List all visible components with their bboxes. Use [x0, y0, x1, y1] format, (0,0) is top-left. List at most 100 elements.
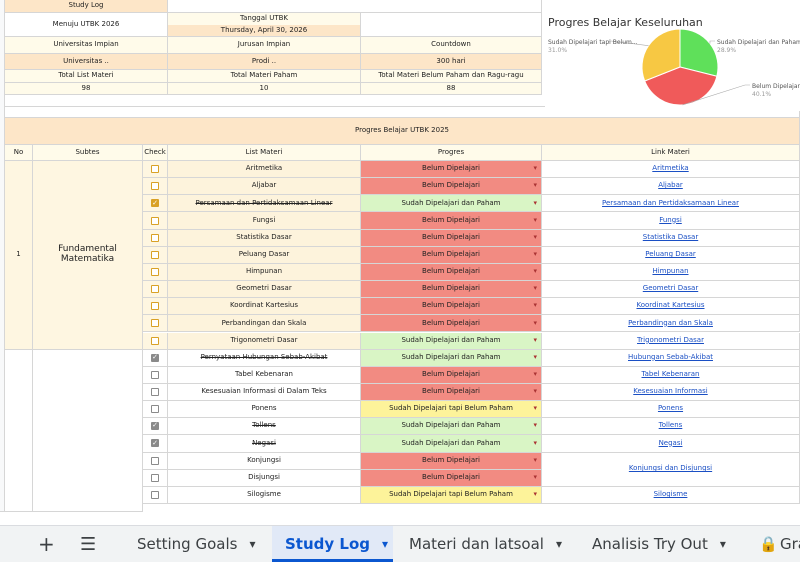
materi: Fungsi: [168, 212, 361, 230]
leader-line: [682, 84, 750, 106]
link-text[interactable]: Statistika Dasar: [642, 232, 699, 241]
link-text[interactable]: Hubungan Sebab-Akibat: [628, 352, 713, 361]
dropdown-arrow[interactable]: ▾: [533, 198, 537, 207]
sheet-tab[interactable]: Analisis Try Out ▾: [592, 535, 726, 553]
link-text[interactable]: Persamaan dan Pertidaksamaan Linear: [602, 198, 739, 207]
tab-menu-arrow[interactable]: ▾: [719, 537, 726, 551]
sheet-tab[interactable]: Study Log ▾: [285, 535, 389, 553]
link-text[interactable]: Aritmetika: [652, 164, 689, 173]
date-label: Tanggal UTBK: [168, 13, 361, 25]
checkbox[interactable]: [151, 473, 159, 482]
dropdown-arrow[interactable]: ▾: [533, 455, 537, 464]
checkbox[interactable]: [151, 165, 159, 174]
link: Tollens: [542, 418, 800, 436]
dropdown-arrow[interactable]: ▾: [533, 232, 537, 241]
link-text[interactable]: Peluang Dasar: [645, 249, 696, 258]
progres-text: Belum Dipelajari: [422, 455, 480, 464]
progres-text: Sudah Dipelajari dan Paham: [401, 421, 501, 430]
link-text[interactable]: Tabel Kebenaran: [641, 370, 700, 379]
materi: Persamaan dan Pertidaksamaan Linear: [168, 195, 361, 213]
check-cell: [143, 263, 168, 282]
checkbox[interactable]: [151, 216, 159, 225]
materi: Ponens: [168, 401, 361, 419]
link: Fungsi: [542, 212, 800, 230]
dropdown-arrow[interactable]: ▾: [533, 215, 537, 224]
tab-menu-arrow[interactable]: ▾: [249, 537, 256, 551]
progres: Belum Dipelajari ▾: [361, 469, 542, 487]
total-value: 88: [361, 83, 542, 95]
progres: Sudah Dipelajari dan Paham ▾: [361, 349, 542, 367]
dropdown-arrow[interactable]: ▾: [533, 438, 537, 447]
progres: Belum Dipelajari ▾: [361, 246, 542, 264]
link-text[interactable]: Perbandingan dan Skala: [628, 318, 713, 327]
add-sheet-button[interactable]: +: [38, 532, 55, 556]
checkbox[interactable]: [151, 490, 159, 499]
checkbox[interactable]: ✓: [151, 352, 159, 362]
checkbox[interactable]: [151, 302, 159, 311]
field-value: 300 hari: [361, 54, 542, 70]
link-text[interactable]: Tollens: [658, 421, 683, 430]
checkbox[interactable]: [151, 319, 159, 328]
checkbox[interactable]: ✓: [151, 198, 159, 208]
link-text[interactable]: Koordinat Kartesius: [636, 301, 705, 310]
link-text[interactable]: Himpunan: [652, 267, 689, 276]
all-sheets-button[interactable]: ☰: [80, 533, 97, 555]
link-text[interactable]: Ponens: [657, 404, 684, 413]
progres: Sudah Dipelajari tapi Belum Paham ▾: [361, 486, 542, 504]
checkbox[interactable]: [151, 405, 159, 414]
column-header: Subtes: [33, 145, 143, 161]
checkbox[interactable]: [151, 336, 159, 345]
link: Tabel Kebenaran: [542, 366, 800, 384]
dropdown-arrow[interactable]: ▾: [533, 421, 537, 430]
sheet-tab[interactable]: Setting Goals ▾: [137, 535, 256, 553]
tab-menu-arrow[interactable]: ▾: [555, 537, 562, 551]
link-text[interactable]: Konjungsi dan Disjungsi: [628, 464, 713, 473]
materi: Negasi: [168, 435, 361, 453]
materi: Himpunan: [168, 263, 361, 282]
check-cell: [143, 315, 168, 333]
checkbox[interactable]: ✓: [151, 438, 159, 448]
materi: Statistika Dasar: [168, 229, 361, 247]
total-value: 98: [5, 83, 168, 95]
sheet-tab[interactable]: Materi dan latsoal ▾: [409, 535, 562, 553]
checkbox[interactable]: [151, 233, 159, 242]
checkbox[interactable]: [151, 370, 159, 379]
link-text[interactable]: Trigonometri Dasar: [637, 335, 704, 344]
link: Geometri Dasar: [542, 281, 800, 299]
link-text[interactable]: Kesesuaian Informasi: [633, 387, 708, 396]
dropdown-arrow[interactable]: ▾: [533, 318, 537, 327]
dropdown-arrow[interactable]: ▾: [533, 284, 537, 293]
dropdown-arrow[interactable]: ▾: [533, 301, 537, 310]
dropdown-arrow[interactable]: ▾: [533, 249, 537, 258]
checkbox[interactable]: ✓: [151, 421, 159, 431]
checkbox[interactable]: [151, 267, 159, 276]
check-cell: ✓: [143, 349, 168, 367]
dropdown-arrow[interactable]: ▾: [533, 404, 537, 413]
checkbox[interactable]: [151, 285, 159, 294]
link-text[interactable]: Geometri Dasar: [642, 284, 699, 293]
dropdown-arrow[interactable]: ▾: [533, 352, 537, 361]
dropdown-arrow[interactable]: ▾: [533, 472, 537, 481]
tab-menu-arrow[interactable]: ▾: [382, 537, 389, 551]
checkbox[interactable]: [151, 250, 159, 259]
dropdown-arrow[interactable]: ▾: [533, 387, 537, 396]
progres-text: Belum Dipelajari: [422, 284, 480, 293]
dropdown-arrow[interactable]: ▾: [533, 181, 537, 190]
sheet-tab[interactable]: Gra: [780, 535, 800, 553]
progres-text: Belum Dipelajari: [422, 215, 480, 224]
sheet-title: Study Log: [5, 0, 168, 13]
dropdown-arrow[interactable]: ▾: [533, 267, 537, 276]
link-text[interactable]: Silogisme: [653, 490, 688, 499]
checkbox[interactable]: [151, 182, 159, 191]
checkbox[interactable]: [151, 388, 159, 396]
dropdown-arrow[interactable]: ▾: [533, 164, 537, 173]
link-text[interactable]: Fungsi: [659, 215, 682, 224]
checkbox[interactable]: [151, 456, 159, 465]
link-text[interactable]: Negasi: [658, 438, 683, 447]
dropdown-arrow[interactable]: ▾: [533, 335, 537, 344]
progres-text: Belum Dipelajari: [422, 249, 480, 258]
total-value: 10: [168, 83, 361, 95]
dropdown-arrow[interactable]: ▾: [533, 370, 537, 379]
link-text[interactable]: Aljabar: [658, 181, 683, 190]
dropdown-arrow[interactable]: ▾: [533, 490, 537, 499]
